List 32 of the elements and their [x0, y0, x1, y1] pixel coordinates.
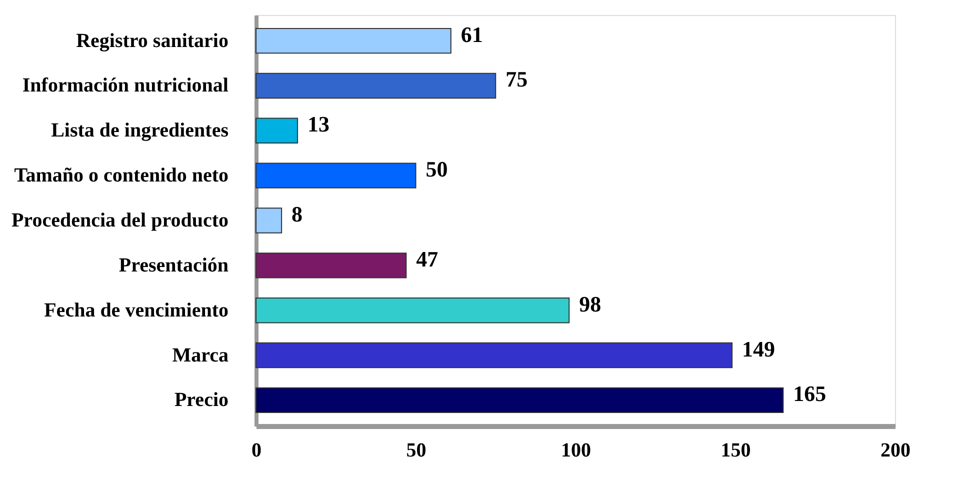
data-label: 75 [506, 66, 528, 92]
bar [256, 118, 298, 144]
bar [256, 297, 570, 324]
y-tick-label: Fecha de vencimiento [44, 299, 228, 322]
x-tick-label: 200 [880, 440, 910, 462]
bar [256, 387, 784, 414]
data-label: 165 [793, 381, 826, 406]
bar [256, 252, 407, 278]
bar [256, 208, 282, 234]
data-label: 98 [579, 291, 602, 316]
data-label: 50 [426, 156, 448, 182]
bar [256, 162, 416, 188]
x-tick-label: 50 [406, 440, 426, 462]
y-tick-label: Precio [174, 389, 228, 412]
y-tick-label: Lista de ingredientes [51, 120, 229, 142]
y-tick-label: Presentación [118, 254, 228, 276]
x-tick-label: 150 [720, 440, 751, 462]
y-tick-label: Registro sanitario [76, 30, 228, 52]
bar [256, 72, 496, 99]
bar [256, 342, 733, 368]
y-tick-label: Marca [172, 344, 228, 366]
data-label: 149 [742, 336, 776, 362]
data-label: 61 [460, 22, 483, 47]
y-tick-label: Información nutricional [22, 74, 229, 97]
y-tick-label: Procedencia del producto [11, 210, 228, 232]
data-label: 13 [308, 112, 330, 137]
bar [256, 28, 452, 54]
y-tick-label: Tamaño o contenido neto [14, 164, 228, 187]
x-tick-label: 0 [252, 440, 262, 462]
x-tick-label: 100 [561, 440, 591, 462]
data-label: 8 [292, 202, 303, 226]
data-label: 47 [416, 246, 438, 272]
